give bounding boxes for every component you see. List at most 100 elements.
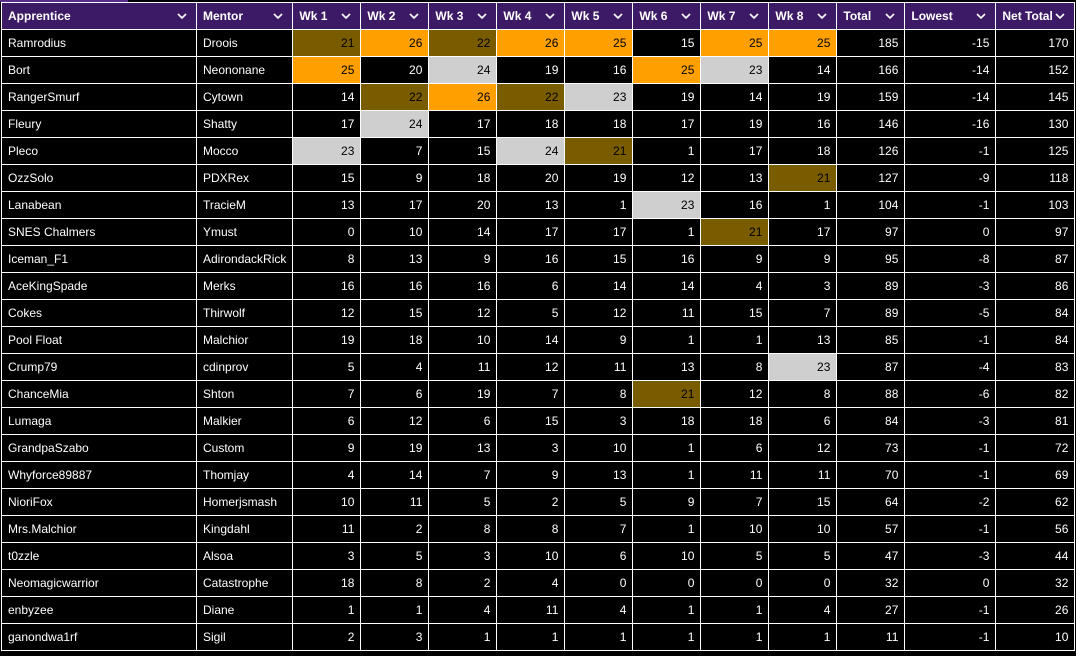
cell-wk-6: 18: [632, 407, 702, 435]
cell-wk-2: 6: [360, 380, 430, 408]
chevron-down-icon[interactable]: [884, 10, 896, 22]
cell-wk-7: 8: [700, 353, 770, 381]
cell-wk-4: 7: [496, 380, 566, 408]
column-header-wk-6[interactable]: Wk 6: [632, 2, 702, 30]
cell-lowest: -14: [904, 83, 997, 111]
cell-wk-5: 9: [564, 326, 634, 354]
column-header-wk-2[interactable]: Wk 2: [360, 2, 430, 30]
cell-wk-8: 25: [768, 29, 838, 57]
cell-mentor: Shton: [195, 380, 294, 408]
cell-net-total: 26: [995, 596, 1076, 624]
chevron-down-icon[interactable]: [975, 10, 987, 22]
cell-wk-8: 8: [768, 380, 838, 408]
cell-wk-1: 9: [292, 434, 362, 462]
chevron-down-icon[interactable]: [544, 10, 556, 22]
column-header-wk-3[interactable]: Wk 3: [428, 2, 498, 30]
table-row: AceKingSpade Merks 16 16 16 6 14 14 4 3 89 -3 86: [1, 272, 1076, 300]
chevron-down-icon[interactable]: [340, 10, 352, 22]
chevron-down-icon[interactable]: [476, 10, 488, 22]
column-header-label: Wk 3: [435, 9, 464, 23]
cell-wk-2: 10: [360, 218, 430, 246]
chevron-down-icon[interactable]: [680, 10, 692, 22]
cell-wk-5: 4: [564, 596, 634, 624]
column-header-wk-7[interactable]: Wk 7: [700, 2, 770, 30]
chevron-down-icon[interactable]: [816, 10, 828, 22]
chevron-down-icon[interactable]: [272, 10, 284, 22]
cell-wk-1: 11: [292, 515, 362, 543]
cell-mentor: Custom: [195, 434, 294, 462]
cell-apprentice: Fleury: [1, 110, 197, 138]
cell-wk-7: 23: [700, 56, 770, 84]
cell-wk-7: 4: [700, 272, 770, 300]
column-header-label: Wk 1: [299, 9, 328, 23]
cell-wk-5: 1: [564, 623, 634, 651]
column-header-net-total[interactable]: Net Total: [995, 2, 1076, 30]
chevron-down-icon[interactable]: [748, 10, 760, 22]
cell-wk-2: 19: [360, 434, 430, 462]
cell-mentor: Merks: [195, 272, 294, 300]
cell-apprentice: Lumaga: [1, 407, 197, 435]
cell-mentor: Malchior: [195, 326, 294, 354]
cell-lowest: -3: [904, 272, 997, 300]
column-header-label: Apprentice: [8, 9, 71, 23]
cell-lowest: -1: [904, 137, 997, 165]
cell-wk-5: 17: [564, 218, 634, 246]
cell-wk-1: 12: [292, 299, 362, 327]
cell-wk-8: 1: [768, 191, 838, 219]
chevron-down-icon[interactable]: [1054, 10, 1066, 22]
cell-wk-1: 13: [292, 191, 362, 219]
cell-total: 126: [836, 137, 906, 165]
column-header-total[interactable]: Total: [836, 2, 906, 30]
cell-net-total: 86: [995, 272, 1076, 300]
cell-wk-5: 5: [564, 488, 634, 516]
cell-wk-2: 7: [360, 137, 430, 165]
cell-wk-3: 17: [428, 110, 498, 138]
cell-net-total: 152: [995, 56, 1076, 84]
cell-apprentice: GrandpaSzabo: [1, 434, 197, 462]
cell-wk-2: 1: [360, 596, 430, 624]
cell-wk-7: 1: [700, 623, 770, 651]
cell-wk-2: 2: [360, 515, 430, 543]
cell-lowest: -1: [904, 461, 997, 489]
cell-net-total: 69: [995, 461, 1076, 489]
chevron-down-icon[interactable]: [612, 10, 624, 22]
table-row: t0zzle Alsoa 3 5 3 10 6 10 5 5 47 -3 44: [1, 542, 1076, 570]
header-row: Apprentice Mentor Wk 1 Wk 2 Wk 3 Wk 4 Wk 5 Wk 6…: [1, 2, 1076, 30]
cell-wk-5: 15: [564, 245, 634, 273]
cell-wk-2: 3: [360, 623, 430, 651]
column-header-wk-4[interactable]: Wk 4: [496, 2, 566, 30]
cell-apprentice: t0zzle: [1, 542, 197, 570]
chevron-down-icon[interactable]: [408, 10, 420, 22]
chevron-down-icon[interactable]: [176, 10, 188, 22]
cell-lowest: -9: [904, 164, 997, 192]
cell-mentor: Droois: [195, 29, 294, 57]
cell-lowest: 0: [904, 218, 997, 246]
cell-wk-5: 14: [564, 272, 634, 300]
column-header-wk-5[interactable]: Wk 5: [564, 2, 634, 30]
cell-wk-8: 23: [768, 353, 838, 381]
column-header-label: Mentor: [203, 9, 243, 23]
cell-total: 32: [836, 569, 906, 597]
cell-apprentice: Lanabean: [1, 191, 197, 219]
cell-total: 11: [836, 623, 906, 651]
cell-apprentice: Crump79: [1, 353, 197, 381]
cell-apprentice: Ramrodius: [1, 29, 197, 57]
cell-wk-1: 21: [292, 29, 362, 57]
column-header-mentor[interactable]: Mentor: [195, 2, 294, 30]
cell-wk-5: 8: [564, 380, 634, 408]
cell-wk-6: 12: [632, 164, 702, 192]
cell-mentor: Thirwolf: [195, 299, 294, 327]
column-header-apprentice[interactable]: Apprentice: [1, 2, 197, 30]
cell-wk-3: 20: [428, 191, 498, 219]
cell-total: 73: [836, 434, 906, 462]
cell-wk-4: 14: [496, 326, 566, 354]
cell-wk-3: 9: [428, 245, 498, 273]
table-row: Whyforce89887 Thomjay 4 14 7 9 13 1 11 11 70 -1 69: [1, 461, 1076, 489]
column-header-wk-1[interactable]: Wk 1: [292, 2, 362, 30]
column-header-wk-8[interactable]: Wk 8: [768, 2, 838, 30]
cell-lowest: 0: [904, 569, 997, 597]
column-header-lowest[interactable]: Lowest: [904, 2, 997, 30]
cell-wk-6: 10: [632, 542, 702, 570]
cell-wk-3: 12: [428, 299, 498, 327]
cell-wk-4: 13: [496, 191, 566, 219]
